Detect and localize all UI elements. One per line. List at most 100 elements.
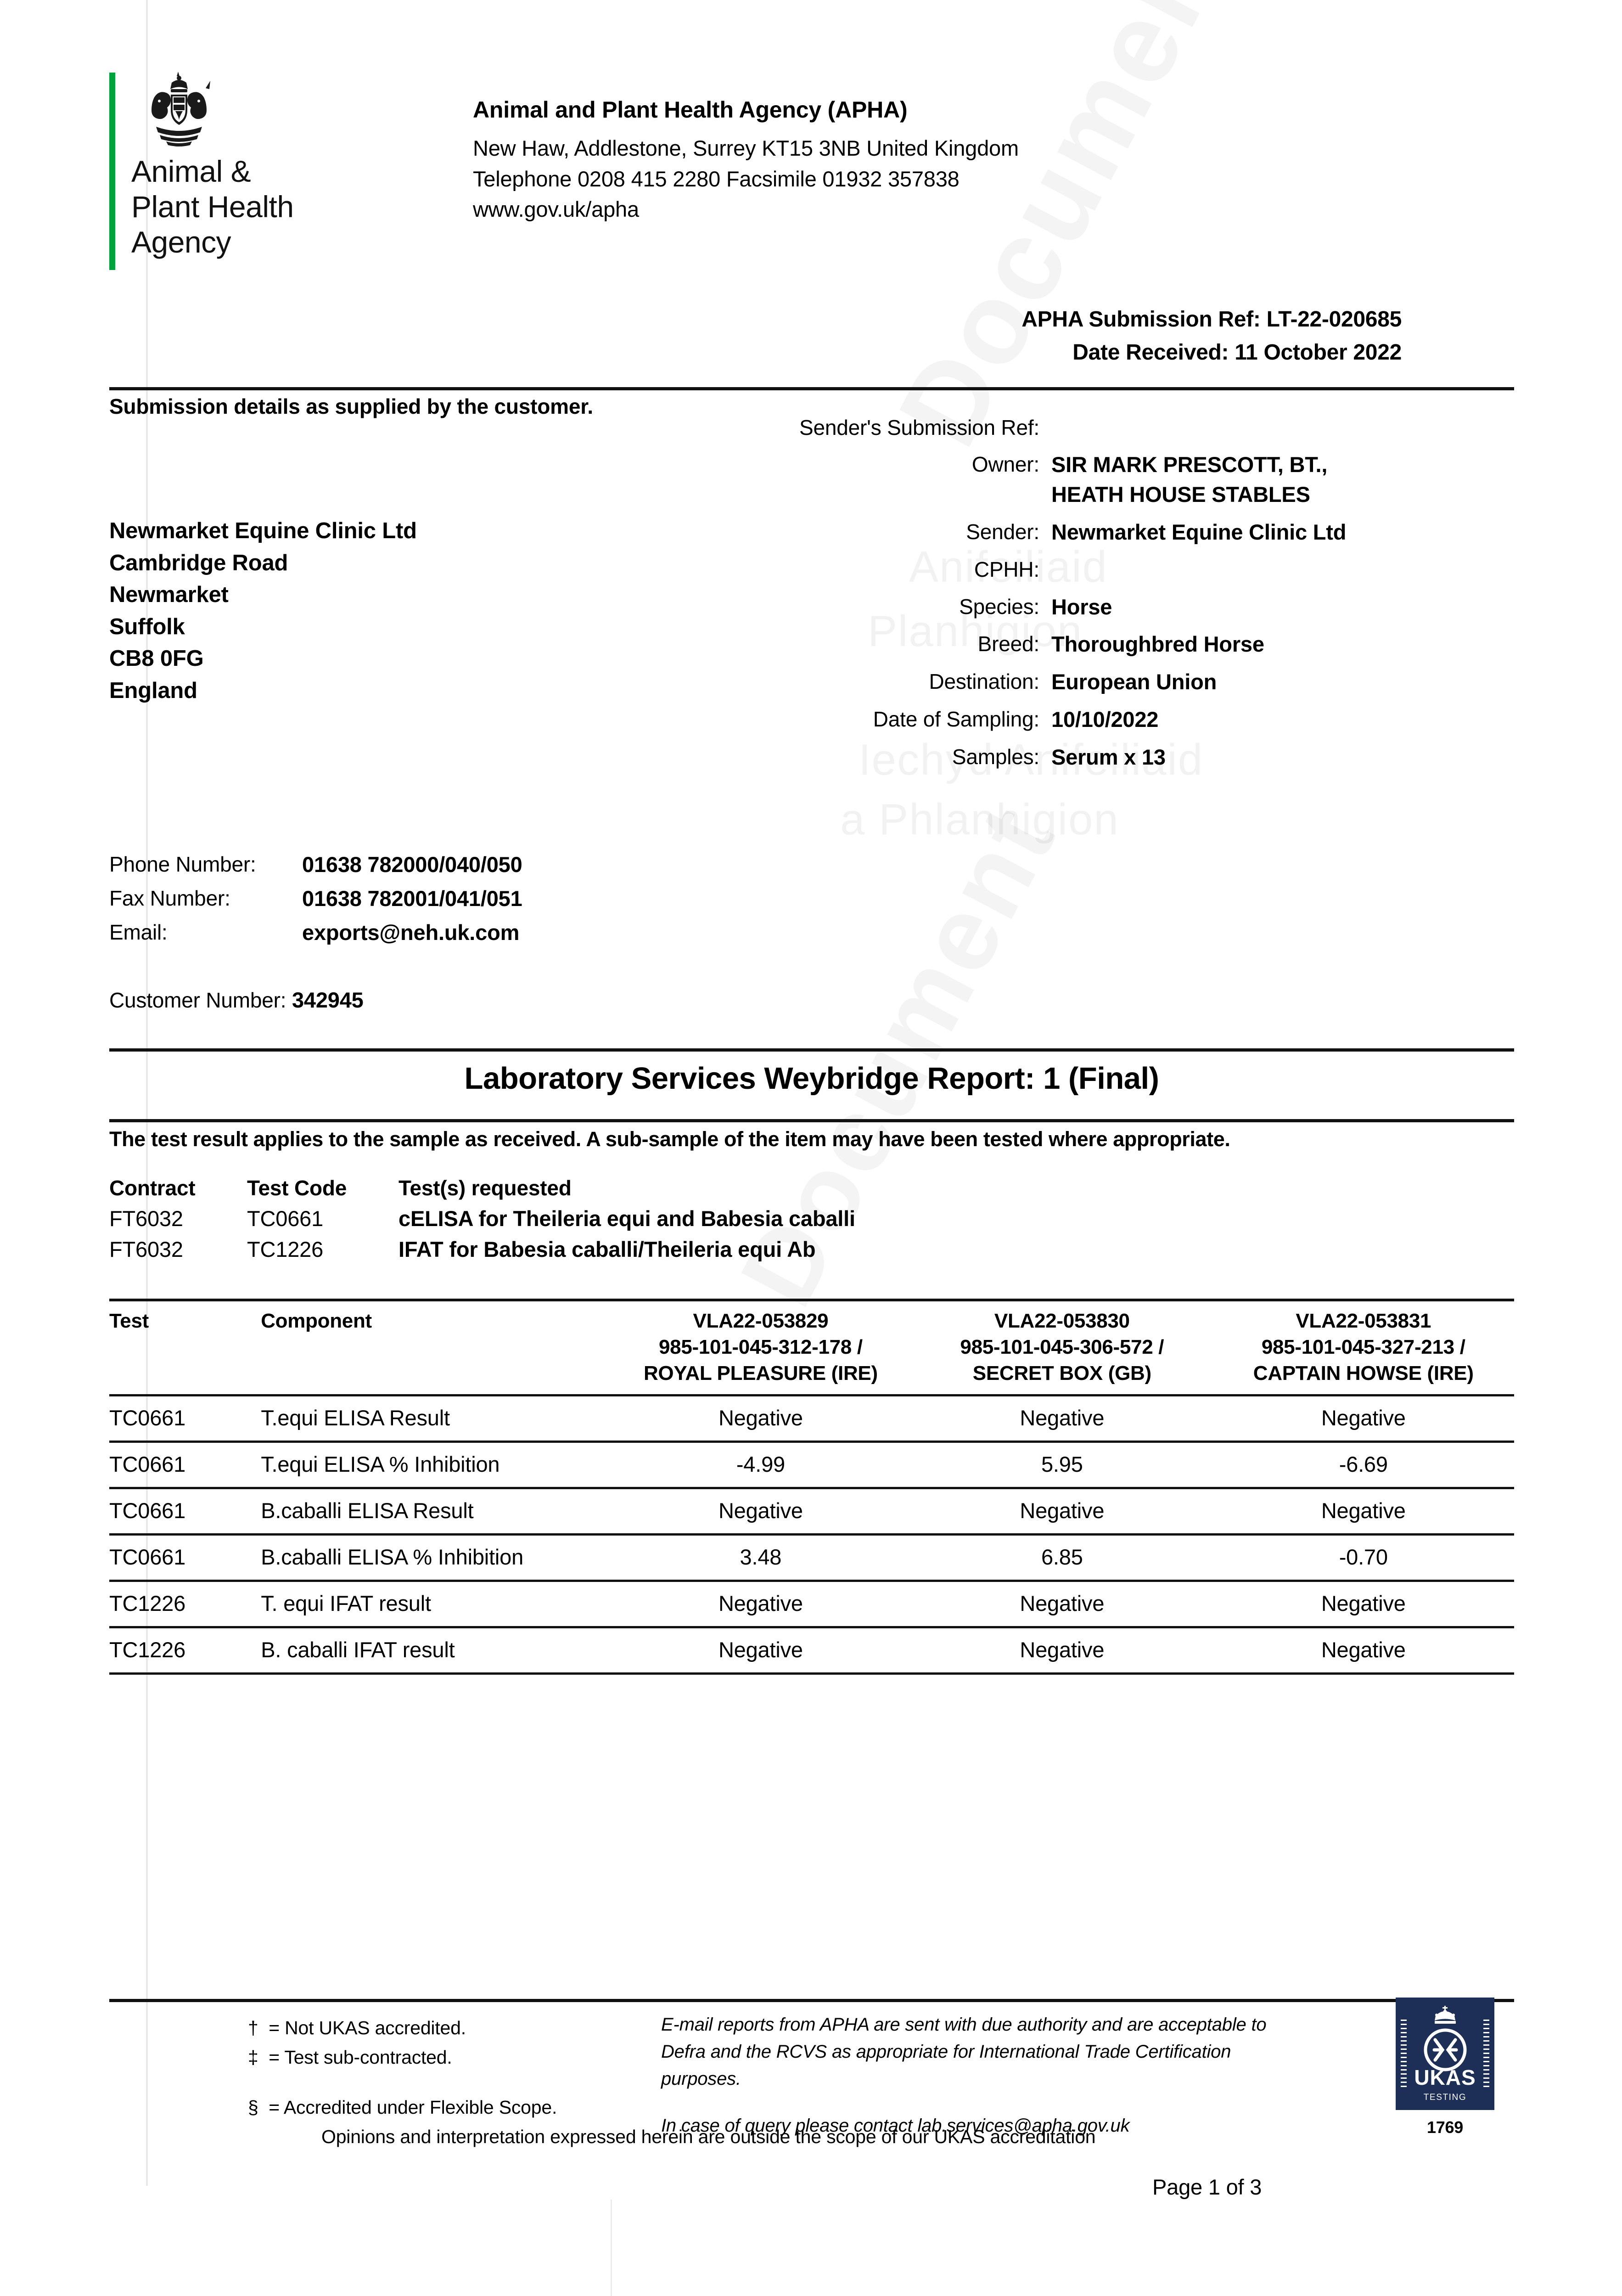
ukas-name: UKAS <box>1414 2065 1476 2089</box>
header-test-code: Test Code <box>247 1176 347 1200</box>
requested-tests-row: FT6032 TC0661 cELISA for Theileria equi … <box>109 1206 855 1231</box>
address-line: CB8 0FG <box>109 646 204 671</box>
date-received-line: Date Received: 11 October 2022 <box>1021 336 1402 369</box>
cell-component: T. equi IFAT result <box>261 1579 610 1627</box>
cell-value-sample-1: Negative <box>610 1579 912 1627</box>
legend-test-sub-contracted: ‡ = Test sub-contracted. <box>248 2043 557 2072</box>
customer-number-label: Customer Number: <box>109 988 286 1012</box>
detail-row-samples: Samples: Serum x 13 <box>735 743 1515 772</box>
ukas-accreditation-badge: UKAS TESTING <box>1396 1998 1494 2110</box>
ukas-tick-marks-right <box>1483 2020 1489 2089</box>
contact-label: Email: <box>109 920 168 944</box>
sample-microchip: 985-101-045-327-213 / <box>1261 1336 1465 1359</box>
cell-test-code: TC0661 <box>247 1206 324 1231</box>
cell-value-sample-3: Negative <box>1212 1486 1514 1535</box>
legend-flexible-scope: § = Accredited under Flexible Scope. <box>248 2093 557 2122</box>
detail-label: Destination: <box>929 670 1039 694</box>
cell-test: TC0661 <box>109 1440 261 1488</box>
submission-ref-value: LT-22-020685 <box>1266 307 1402 332</box>
cell-value-sample-2: Negative <box>911 1486 1213 1535</box>
detail-label: Breed: <box>977 632 1040 656</box>
requested-tests-header-row: Contract Test Code Test(s) requested <box>109 1176 855 1200</box>
contact-details: Phone Number: 01638 782000/040/050 Fax N… <box>109 852 522 954</box>
cell-value-sample-2: 6.85 <box>911 1533 1213 1581</box>
cell-component: T.equi ELISA % Inhibition <box>261 1440 610 1488</box>
legend-spacer <box>248 2072 557 2093</box>
contact-label: Fax Number: <box>109 886 230 910</box>
cell-test: TC0661 <box>109 1394 261 1442</box>
cell-test-requested: cELISA for Theileria equi and Babesia ca… <box>398 1206 855 1231</box>
results-header-row: Test Component VLA22-053829 985-101-045-… <box>109 1298 1514 1396</box>
cell-component: T.equi ELISA Result <box>261 1394 610 1442</box>
detail-value: 10/10/2022 <box>1051 707 1159 732</box>
address-line: England <box>109 678 197 703</box>
detail-value-group: SIR MARK PRESCOTT, BT., HEATH HOUSE STAB… <box>1051 450 1327 510</box>
requested-tests-table: Contract Test Code Test(s) requested FT6… <box>109 1176 855 1267</box>
report-title-top-divider <box>109 1048 1514 1052</box>
cell-value-sample-2: Negative <box>911 1626 1213 1674</box>
sample-name: ROYAL PLEASURE (IRE) <box>643 1362 878 1385</box>
sample-lab-ref: VLA22-053829 <box>693 1310 829 1332</box>
divider-cell <box>109 1672 261 1676</box>
detail-row-owner: Owner: SIR MARK PRESCOTT, BT., HEATH HOU… <box>735 450 1515 510</box>
table-row: TC1226 B. caballi IFAT result Negative N… <box>109 1626 1514 1674</box>
organisation-address: New Haw, Addlestone, Surrey KT15 3NB Uni… <box>473 136 1019 160</box>
ukas-accreditation-number: 1769 <box>1427 2118 1463 2137</box>
divider-cell <box>610 1672 912 1676</box>
cell-value-sample-3: Negative <box>1212 1626 1514 1674</box>
cell-value-sample-3: -0.70 <box>1212 1533 1514 1581</box>
submission-ref-label: APHA Submission Ref: <box>1021 307 1261 332</box>
detail-value-second-line: HEATH HOUSE STABLES <box>1051 482 1310 507</box>
sample-microchip: 985-101-045-306-572 / <box>960 1336 1164 1359</box>
cell-value-sample-2: Negative <box>911 1579 1213 1627</box>
cell-component: B.caballi ELISA Result <box>261 1486 610 1535</box>
cell-test-code: TC1226 <box>247 1237 324 1261</box>
ukas-tick-marks-left <box>1401 2020 1407 2089</box>
sample-name: CAPTAIN HOWSE (IRE) <box>1253 1362 1474 1385</box>
apha-logo-text: Animal & Plant Health Agency <box>131 154 294 260</box>
address-line: Newmarket Equine Clinic Ltd <box>109 518 417 543</box>
requested-tests-row: FT6032 TC1226 IFAT for Babesia caballi/T… <box>109 1237 855 1262</box>
detail-row-species: Species: Horse <box>735 592 1515 622</box>
contact-value: exports@neh.uk.com <box>302 920 520 945</box>
logo-line-3: Agency <box>131 225 231 259</box>
sample-name: SECRET BOX (GB) <box>972 1362 1151 1385</box>
footer-email-paragraph-1: E-mail reports from APHA are sent with d… <box>661 2015 1267 2089</box>
address-line: Cambridge Road <box>109 550 288 575</box>
detail-value: Serum x 13 <box>1051 744 1166 769</box>
cell-contract: FT6032 <box>109 1206 183 1231</box>
page-number: Page 1 of 3 <box>1152 2175 1262 2199</box>
results-header-component: Component <box>261 1298 610 1396</box>
customer-number: Customer Number: 342945 <box>109 987 364 1013</box>
sample-lab-ref: VLA22-053830 <box>994 1310 1130 1332</box>
legend-text: = Not UKAS accredited. <box>269 2017 466 2038</box>
legend-not-ukas-accredited: † = Not UKAS accredited. <box>248 2014 557 2043</box>
sample-lab-ref: VLA22-053831 <box>1296 1310 1431 1332</box>
ukas-subtitle: TESTING <box>1423 2093 1467 2102</box>
dagger-symbol-icon: † <box>248 2017 258 2038</box>
divider-cell <box>911 1672 1213 1676</box>
report-title-bottom-divider <box>109 1119 1514 1122</box>
table-row: TC0661 B.caballi ELISA Result Negative N… <box>109 1486 1514 1535</box>
submission-details-list: Sender's Submission Ref: Owner: SIR MARK… <box>735 413 1515 780</box>
results-header-sample-1: VLA22-053829 985-101-045-312-178 / ROYAL… <box>610 1298 912 1396</box>
cell-value-sample-3: Negative <box>1212 1394 1514 1442</box>
header-contract: Contract <box>109 1176 196 1200</box>
detail-row-cphh: CPHH: <box>735 555 1515 584</box>
cell-test: TC1226 <box>109 1626 261 1674</box>
cell-test-requested: IFAT for Babesia caballi/Theileria equi … <box>398 1237 816 1261</box>
footer-opinions-note: Opinions and interpretation expressed he… <box>321 2126 1096 2147</box>
scan-fold-line-bottom <box>611 2200 612 2296</box>
footer-divider <box>109 1999 1514 2002</box>
cell-value-sample-3: -6.69 <box>1212 1440 1514 1488</box>
logo-green-bar <box>109 73 115 270</box>
sample-microchip: 985-101-045-312-178 / <box>658 1336 863 1359</box>
cell-value-sample-3: Negative <box>1212 1579 1514 1627</box>
footer-email-note: E-mail reports from APHA are sent with d… <box>661 2011 1304 2139</box>
organisation-telephone: Telephone 0208 415 2280 Facsimile 01932 … <box>473 166 960 191</box>
detail-value: SIR MARK PRESCOTT, BT., <box>1051 452 1328 477</box>
detail-label: Owner: <box>971 452 1039 477</box>
cell-value-sample-1: Negative <box>610 1626 912 1674</box>
detail-label: Samples: <box>952 744 1039 769</box>
contact-row-phone: Phone Number: 01638 782000/040/050 <box>109 852 522 877</box>
